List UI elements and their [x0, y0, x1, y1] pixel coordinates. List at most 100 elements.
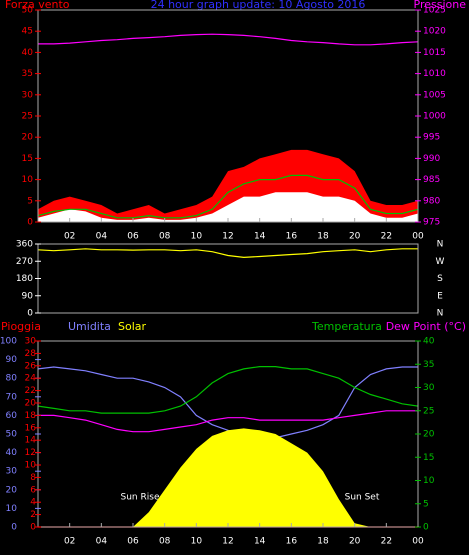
x-tick-label: 22	[381, 537, 392, 547]
y-tick-label: 10	[25, 461, 37, 471]
y-tick-label: 90	[6, 355, 18, 365]
y-tick-label: 1020	[423, 27, 446, 37]
line	[37, 366, 419, 414]
y-tick-label: 30	[25, 337, 37, 347]
y-tick-label: 80	[6, 374, 18, 384]
x-tick-label: 04	[96, 537, 108, 547]
annotation: Sun Set	[345, 493, 380, 503]
x-tick-label: 10	[191, 232, 203, 242]
y-tick-label: 18	[25, 411, 37, 421]
y-tick-label: 15	[22, 154, 33, 164]
y-tick-label: 15	[423, 453, 434, 463]
y-tick-label: 26	[25, 361, 37, 371]
compass-label: N	[437, 240, 444, 250]
y-tick-label: 35	[423, 360, 434, 370]
legend-label: Pioggia	[1, 320, 41, 333]
y-tick-label: 20	[423, 430, 435, 440]
x-tick-label: 06	[127, 537, 139, 547]
x-tick-label: 00	[412, 537, 424, 547]
x-tick-label: 12	[222, 232, 233, 242]
y2-axis-label: Pressione	[414, 0, 467, 11]
legend-label: Umidita	[68, 320, 111, 333]
x-tick-label: 16	[286, 232, 298, 242]
y-tick-label: 14	[25, 436, 37, 446]
line	[38, 33, 419, 46]
y-tick-label: 995	[423, 133, 440, 143]
compass-label: W	[436, 257, 445, 267]
y-tick-label: 0	[30, 523, 36, 533]
y-tick-label: 16	[25, 423, 37, 433]
area	[38, 192, 418, 222]
y-tick-label: 40	[22, 48, 34, 58]
y-tick-label: 0	[27, 309, 33, 319]
y-axis-label: Forza vento	[5, 0, 70, 11]
y-tick-label: 30	[423, 383, 435, 393]
x-tick-label: 16	[286, 537, 298, 547]
y-tick-label: 28	[25, 349, 37, 359]
annotation: Sun Rise	[121, 493, 160, 503]
x-tick-label: 20	[349, 232, 361, 242]
y-tick-label: 70	[6, 392, 18, 402]
y-tick-label: 1010	[423, 69, 446, 79]
y-tick-label: 980	[423, 196, 440, 206]
y-tick-label: 24	[25, 374, 37, 384]
x-tick-label: 06	[127, 232, 139, 242]
y-tick-label: 1015	[423, 48, 446, 58]
line	[37, 174, 419, 219]
y-tick-label: 25	[22, 112, 33, 122]
y-tick-label: 22	[25, 386, 36, 396]
y-tick-label: 25	[423, 406, 434, 416]
line	[37, 248, 418, 259]
y-tick-label: 10	[423, 476, 435, 486]
y-tick-label: 50	[22, 6, 34, 16]
y-tick-label: 1025	[423, 6, 446, 16]
compass-label: S	[437, 274, 443, 284]
y-tick-label: 90	[22, 291, 34, 301]
y-tick-label: 50	[6, 430, 18, 440]
x-tick-label: 14	[254, 537, 266, 547]
y-tick-label: 985	[423, 175, 440, 185]
y-tick-label: 0	[423, 523, 429, 533]
y-tick-label: 20	[6, 485, 18, 495]
y-tick-label: 10	[6, 504, 18, 514]
y-tick-label: 0	[27, 218, 33, 228]
y-tick-label: 60	[6, 411, 18, 421]
y-tick-label: 45	[22, 27, 33, 37]
y-tick-label: 40	[423, 337, 435, 347]
y-tick-label: 360	[16, 240, 33, 250]
y-tick-label: 270	[16, 257, 33, 267]
y-tick-label: 100	[0, 337, 17, 347]
x-tick-label: 18	[317, 537, 329, 547]
x-tick-label: 04	[96, 232, 108, 242]
y-tick-label: 30	[22, 90, 34, 100]
y-tick-label: 0	[11, 523, 17, 533]
y-tick-label: 40	[6, 448, 18, 458]
legend-label: Solar	[118, 320, 147, 333]
y-tick-label: 4	[30, 498, 36, 508]
x-tick-label: 20	[349, 537, 361, 547]
y-tick-label: 1000	[423, 112, 446, 122]
legend-label: Dew Point (°C)	[386, 320, 466, 333]
x-tick-label: 10	[191, 537, 203, 547]
y-tick-label: 30	[6, 467, 18, 477]
area	[38, 428, 418, 527]
x-tick-label: 00	[412, 232, 424, 242]
legend-label: Temperatura	[311, 320, 382, 333]
y-tick-label: 180	[16, 274, 33, 284]
x-tick-label: 08	[159, 232, 171, 242]
y-tick-label: 2	[30, 510, 36, 520]
x-tick-label: 08	[159, 537, 171, 547]
y-tick-label: 20	[22, 133, 34, 143]
y-tick-label: 990	[423, 154, 440, 164]
y-tick-label: 35	[22, 69, 33, 79]
y-tick-label: 8	[30, 473, 36, 483]
y-tick-label: 1005	[423, 90, 446, 100]
y-tick-label: 6	[30, 485, 36, 495]
x-tick-label: 02	[64, 537, 75, 547]
y-tick-label: 12	[25, 448, 36, 458]
x-tick-label: 12	[222, 537, 233, 547]
y-tick-label: 20	[25, 399, 37, 409]
y-tick-label: 975	[423, 218, 440, 228]
line	[38, 410, 418, 433]
